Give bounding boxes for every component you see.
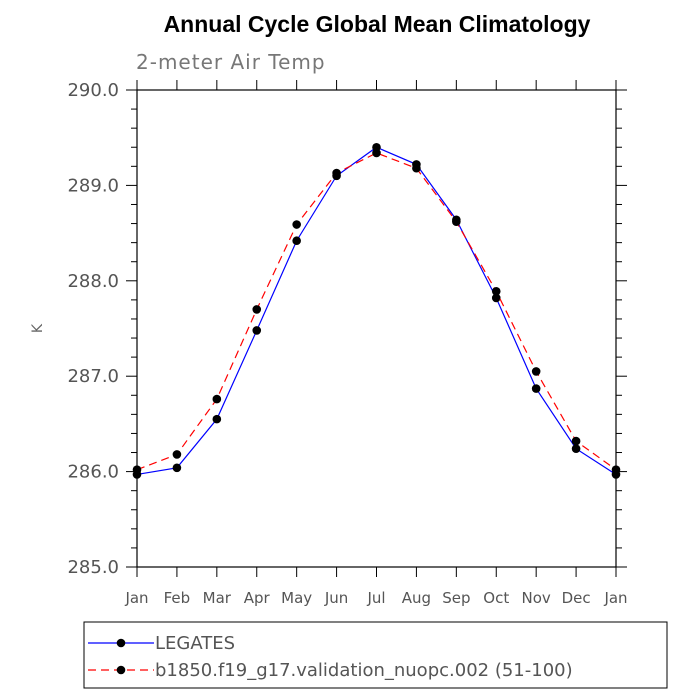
data-point: [491, 286, 501, 296]
y-axis-label: K: [30, 323, 46, 333]
data-point: [212, 394, 222, 404]
x-tick-label: Nov: [522, 589, 551, 607]
plot-frame: [136, 89, 617, 568]
y-tick-label: 290.0: [67, 80, 119, 101]
chart-title: Annual Cycle Global Mean Climatology: [164, 11, 591, 37]
data-point: [571, 436, 581, 446]
chart-subtitle: 2-meter Air Temp: [136, 50, 326, 74]
x-tick-label: Mar: [203, 589, 232, 607]
x-tick-labels: Jan Feb Mar Apr May Jun Jul Aug Sep Oct Nov Dec Jan: [124, 589, 627, 607]
data-point: [531, 384, 541, 393]
data-point: [172, 463, 182, 473]
x-tick-label: Jan: [603, 589, 627, 607]
series-layer: [132, 142, 621, 479]
x-tick-label: Jul: [366, 589, 385, 607]
x-tick-label: Feb: [164, 589, 191, 607]
y-tick-label: 287.0: [67, 366, 119, 387]
x-tick-label: Apr: [244, 589, 271, 607]
data-point: [571, 444, 581, 454]
x-tick-label: Jun: [324, 589, 348, 607]
x-tick-label: Jan: [124, 589, 148, 607]
legend-label: LEGATES: [155, 633, 235, 654]
legend-item: LEGATES: [88, 633, 235, 654]
legend-marker: [116, 638, 126, 648]
series-2: [132, 148, 621, 474]
x-tick-label: Oct: [483, 589, 509, 607]
legend-marker: [116, 665, 126, 675]
x-tick-label: Sep: [442, 589, 470, 607]
y-tick-label: 288.0: [67, 271, 119, 292]
legend: LEGATES b1850.f19_g17.validation_nuopc.00…: [88, 633, 573, 681]
legend-box: [83, 621, 668, 689]
data-point: [412, 163, 421, 173]
y-tick-label: 289.0: [67, 175, 119, 196]
y-tick-label: 285.0: [67, 557, 119, 578]
data-point: [292, 236, 301, 246]
x-tick-label: May: [281, 589, 312, 607]
series-1: [132, 142, 621, 479]
data-point: [452, 217, 461, 226]
y-tick-label: 286.0: [67, 462, 119, 483]
data-point: [611, 465, 621, 474]
data-point: [132, 465, 142, 474]
data-point: [372, 148, 381, 158]
data-point: [212, 414, 222, 424]
data-point: [332, 168, 341, 178]
x-tick-label: Dec: [562, 589, 591, 607]
y-tick-labels: 285.0 286.0 287.0 288.0 289.0 290.0: [67, 80, 119, 578]
data-point: [292, 220, 301, 229]
data-point: [531, 367, 541, 376]
series-line: [136, 152, 617, 471]
legend-item: b1850.f19_g17.validation_nuopc.002 (51-1…: [88, 660, 573, 681]
series-line: [136, 146, 617, 476]
data-point: [491, 293, 501, 303]
data-point: [252, 305, 262, 314]
data-point: [172, 450, 182, 459]
legend-label: b1850.f19_g17.validation_nuopc.002 (51-1…: [155, 660, 573, 681]
x-tick-label: Aug: [402, 589, 431, 607]
data-point: [252, 326, 262, 335]
